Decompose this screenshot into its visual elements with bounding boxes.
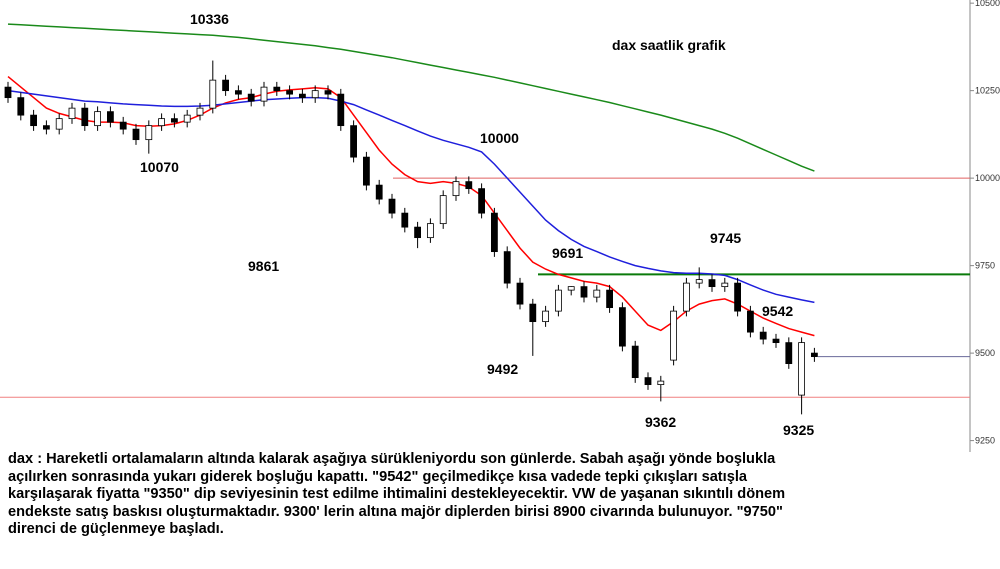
candle-body bbox=[785, 342, 793, 365]
candle-body bbox=[798, 342, 805, 396]
candle-body bbox=[644, 377, 652, 386]
candle-body bbox=[311, 90, 319, 99]
candle-body bbox=[132, 128, 140, 141]
y-tick-label: 10000 bbox=[975, 173, 1000, 183]
candle-body bbox=[119, 121, 127, 130]
candle-body bbox=[260, 86, 268, 102]
candle-body bbox=[606, 289, 613, 309]
candle-body bbox=[516, 282, 524, 305]
y-tick-label: 9250 bbox=[975, 436, 995, 446]
candle-body bbox=[107, 111, 114, 123]
candle-body bbox=[17, 97, 25, 116]
candle-body bbox=[772, 338, 780, 344]
candle-body bbox=[708, 279, 716, 288]
candle-body bbox=[68, 107, 76, 120]
candle-body bbox=[234, 90, 242, 95]
candle-body bbox=[94, 111, 101, 127]
annotation: 9861 bbox=[248, 258, 279, 274]
candle-body bbox=[695, 279, 703, 284]
candle-body bbox=[811, 352, 818, 358]
candle-body bbox=[490, 212, 498, 253]
commentary-line: karşılaşarak fiyatta "9350" dip seviyesi… bbox=[8, 486, 786, 503]
candle-body bbox=[183, 114, 191, 123]
moving-average bbox=[7, 76, 815, 337]
y-tick-label: 9750 bbox=[975, 261, 995, 271]
candle-body bbox=[388, 198, 396, 214]
candle-body bbox=[734, 282, 741, 312]
annotation: 9745 bbox=[710, 230, 741, 246]
candle-body bbox=[401, 212, 409, 228]
candle-body bbox=[555, 289, 562, 312]
moving-average bbox=[7, 23, 815, 172]
candle-body bbox=[478, 188, 486, 214]
candle-body bbox=[145, 125, 153, 141]
candle-body bbox=[529, 303, 537, 323]
annotation: 9325 bbox=[783, 422, 814, 438]
candle-body bbox=[43, 125, 50, 130]
candle-body bbox=[593, 289, 601, 298]
chart-title: dax saatlik grafik bbox=[612, 37, 726, 53]
candle-body bbox=[196, 107, 204, 116]
candle-body bbox=[4, 86, 12, 99]
commentary: dax : Hareketli ortalamaların altında ka… bbox=[8, 451, 785, 539]
chart: dax saatlik grafik 9250 9500 9750 10000 1025… bbox=[0, 0, 1000, 452]
commentary-line: açılırken sonrasında yukarı giderek boşl… bbox=[8, 468, 748, 485]
annotation: 10070 bbox=[140, 159, 179, 175]
y-tick-label: 9500 bbox=[975, 348, 995, 358]
candle-body bbox=[465, 181, 473, 190]
candle-body bbox=[362, 156, 370, 186]
candle-body bbox=[426, 223, 434, 239]
annotation: 10336 bbox=[190, 11, 229, 27]
candle-body bbox=[439, 195, 447, 225]
commentary-line: endekste satış baskısı oluşturmaktadır. … bbox=[8, 503, 783, 520]
candle-body bbox=[452, 181, 460, 197]
candle-body bbox=[721, 282, 729, 288]
candle-body bbox=[414, 226, 422, 239]
annotation: 9691 bbox=[552, 245, 583, 261]
candle-body bbox=[580, 286, 588, 298]
candle-body bbox=[683, 282, 690, 312]
candle-body bbox=[567, 286, 575, 291]
annotation: 10000 bbox=[480, 130, 519, 146]
candle-body bbox=[158, 118, 166, 127]
candle-body bbox=[619, 307, 626, 347]
candle-body bbox=[170, 118, 178, 123]
candle-body bbox=[337, 93, 345, 127]
candle-body bbox=[222, 79, 230, 92]
moving-average bbox=[7, 89, 815, 304]
candle-body bbox=[247, 93, 255, 102]
y-tick-label: 10250 bbox=[975, 86, 1000, 96]
candle-body bbox=[30, 114, 38, 127]
candle-body bbox=[657, 380, 665, 386]
annotation: 9362 bbox=[645, 414, 676, 430]
candle-body bbox=[286, 90, 294, 95]
candle-body bbox=[209, 79, 217, 109]
candle-body bbox=[542, 310, 549, 323]
candle-body bbox=[81, 107, 89, 127]
annotation: 9542 bbox=[762, 303, 793, 319]
candle-body bbox=[759, 331, 767, 340]
commentary-line: direnci de güçlenmeye başladı. bbox=[8, 521, 224, 538]
candle-body bbox=[350, 125, 358, 158]
candle-body bbox=[670, 310, 677, 361]
candle-body bbox=[375, 184, 383, 200]
y-tick-label: 10500 bbox=[975, 0, 1000, 8]
candle-body bbox=[324, 90, 332, 95]
commentary-line: dax : Hareketli ortalamaların altında ka… bbox=[8, 451, 776, 467]
annotation: 9492 bbox=[487, 361, 518, 377]
candle-body bbox=[631, 345, 639, 379]
candle-body bbox=[273, 86, 281, 92]
candle-body bbox=[55, 118, 63, 130]
candle-body bbox=[747, 310, 754, 333]
candle-body bbox=[298, 93, 306, 99]
candle-body bbox=[503, 251, 511, 284]
